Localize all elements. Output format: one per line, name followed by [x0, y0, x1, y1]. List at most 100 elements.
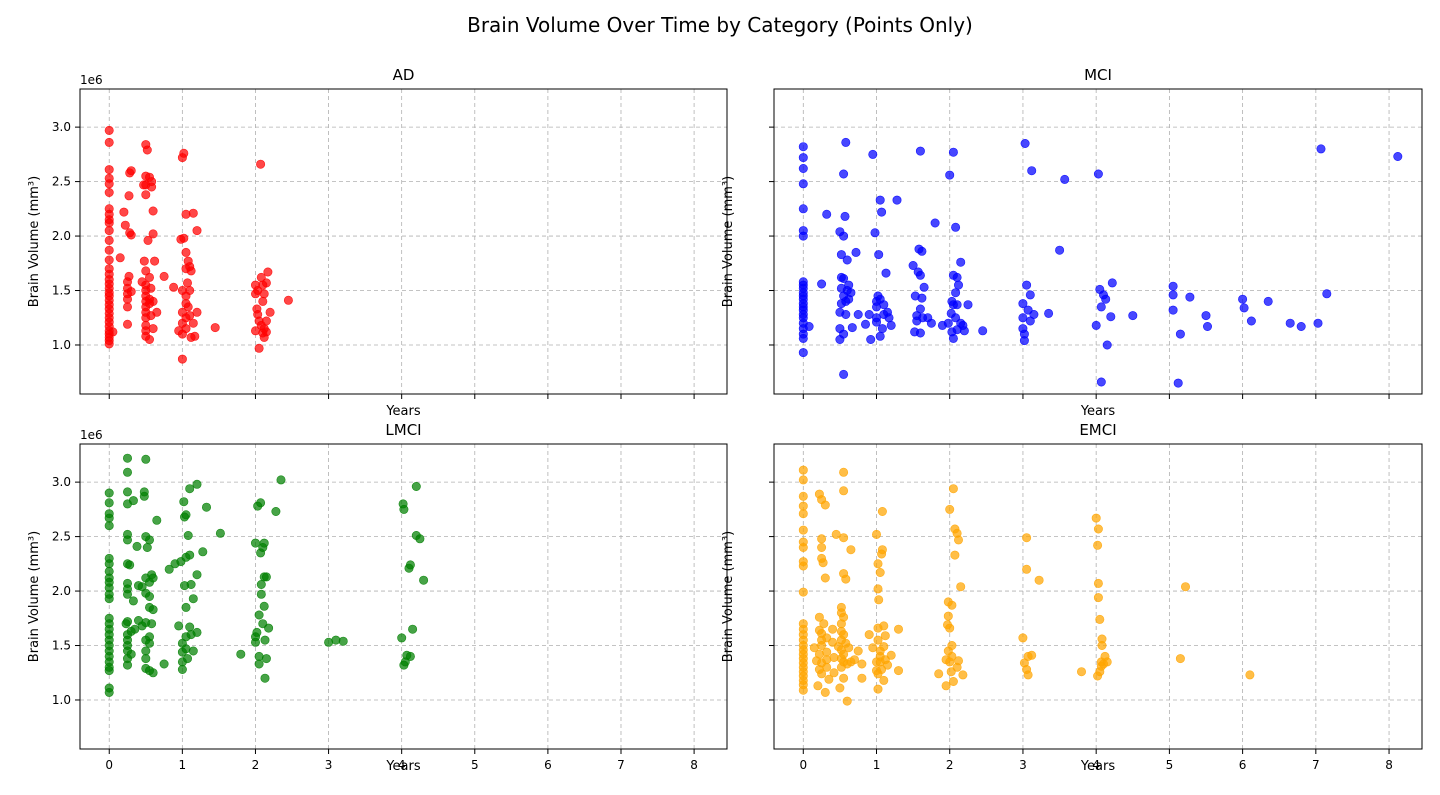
x-tick-label: 1	[873, 758, 881, 772]
data-point	[1173, 378, 1183, 388]
data-point	[879, 642, 889, 652]
data-point	[978, 326, 988, 336]
data-point	[251, 538, 261, 548]
data-point	[1175, 654, 1185, 664]
data-point	[882, 660, 892, 670]
data-point	[104, 188, 114, 198]
data-point	[123, 660, 133, 670]
data-point	[798, 179, 808, 189]
data-point	[1091, 513, 1101, 523]
data-point	[1060, 174, 1070, 184]
data-point	[126, 166, 136, 176]
x-tick-label: 7	[1312, 758, 1320, 772]
data-point	[1106, 312, 1116, 322]
data-point	[1168, 290, 1178, 300]
data-point	[210, 323, 220, 333]
data-point	[915, 270, 925, 280]
data-point	[124, 191, 134, 201]
data-point	[915, 304, 925, 314]
data-point	[181, 510, 191, 520]
x-tick-label: 7	[617, 758, 625, 772]
data-point	[1102, 657, 1112, 667]
data-point	[104, 559, 114, 569]
data-point	[1239, 303, 1249, 313]
data-point	[120, 220, 130, 230]
data-point	[893, 624, 903, 634]
data-point	[185, 311, 195, 321]
x-axis-label: Years	[385, 404, 421, 419]
data-point	[1020, 139, 1030, 149]
data-point	[1027, 166, 1037, 176]
data-point	[142, 145, 152, 155]
data-point	[152, 307, 162, 317]
data-point	[1044, 308, 1054, 318]
data-point	[1025, 290, 1035, 300]
data-point	[798, 153, 808, 163]
data-point	[839, 533, 849, 543]
data-point	[829, 668, 839, 678]
data-point	[183, 302, 193, 312]
x-tick-label: 8	[1385, 758, 1393, 772]
data-point	[908, 260, 918, 270]
data-point	[271, 506, 281, 516]
x-axis-label: Years	[385, 759, 421, 774]
data-point	[141, 646, 151, 656]
data-point	[798, 509, 808, 519]
data-point	[822, 662, 832, 672]
data-point	[265, 307, 275, 317]
data-point	[141, 190, 151, 200]
data-point	[919, 282, 929, 292]
panel-title: LMCI	[385, 421, 421, 439]
data-point	[256, 579, 266, 589]
data-point	[128, 496, 138, 506]
data-point	[798, 333, 808, 343]
data-point	[1096, 377, 1106, 387]
data-point	[1181, 582, 1191, 592]
data-point	[147, 182, 157, 192]
data-point	[139, 256, 149, 266]
data-point	[179, 233, 189, 243]
data-point	[104, 687, 114, 697]
data-point	[123, 467, 133, 477]
data-point	[839, 329, 849, 339]
data-point	[185, 622, 195, 632]
data-point	[119, 207, 129, 217]
data-point	[145, 535, 155, 545]
data-point	[1107, 278, 1117, 288]
x-tick-label: 8	[690, 758, 698, 772]
data-point	[874, 250, 884, 260]
data-point	[258, 296, 268, 306]
data-point	[1296, 321, 1306, 331]
data-point	[104, 179, 114, 189]
y-tick-label: 2.5	[52, 530, 71, 544]
data-point	[399, 504, 409, 514]
data-point	[177, 664, 187, 674]
data-point	[817, 279, 827, 289]
data-point	[886, 650, 896, 660]
data-point	[875, 331, 885, 341]
data-point	[945, 170, 955, 180]
data-point	[798, 587, 808, 597]
data-point	[831, 529, 841, 539]
data-point	[104, 498, 114, 508]
data-point	[1168, 281, 1178, 291]
data-point	[1091, 320, 1101, 330]
data-point	[104, 165, 114, 175]
data-point	[104, 235, 114, 245]
data-point	[126, 230, 136, 240]
data-point	[817, 640, 827, 650]
y-tick-label: 3.0	[52, 120, 71, 134]
data-point	[104, 245, 114, 255]
y-tick-label: 2.0	[52, 584, 71, 598]
data-point	[952, 300, 962, 310]
data-point	[892, 195, 902, 205]
data-point	[951, 222, 961, 232]
data-point	[183, 278, 193, 288]
data-point	[123, 294, 133, 304]
data-point	[1077, 667, 1087, 677]
data-point	[864, 630, 874, 640]
data-point	[829, 652, 839, 662]
data-point	[873, 635, 883, 645]
y-axis-label: Brain Volume (mm³)	[27, 531, 42, 662]
x-tick-label: 4	[1092, 758, 1100, 772]
